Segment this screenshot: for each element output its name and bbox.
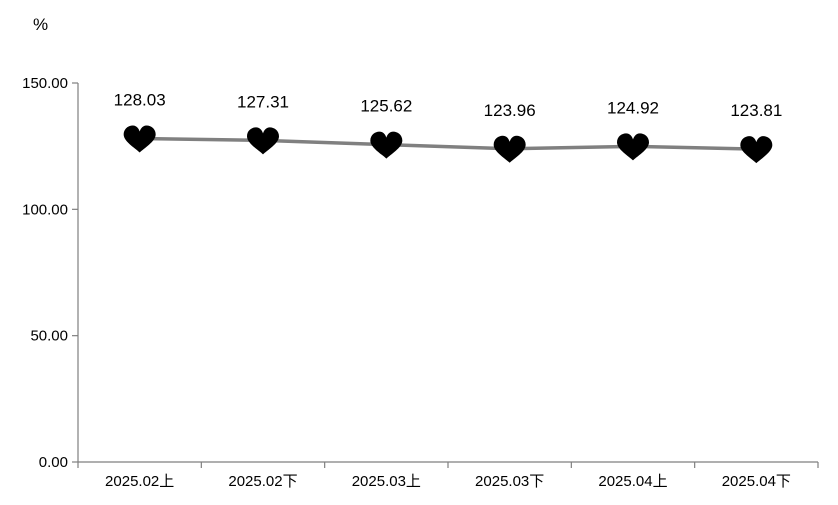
x-tick-label: 2025.04下 [722,473,791,490]
x-tick-label: 2025.03下 [475,473,544,490]
x-tick-label: 2025.02上 [105,473,174,490]
data-labels: 128.03 127.31 125.62 123.96 124.92 123.81 [114,91,783,121]
heart-icon [740,136,773,164]
x-tick-label: 2025.04上 [598,473,667,490]
x-tick-labels: 2025.02上 2025.02下 2025.03上 2025.03下 2025.04上… [77,462,819,490]
y-tick-label: 100.00 [22,201,68,218]
series-polyline [139,136,757,151]
series-line [139,136,757,151]
y-tick-labels: 0.00 50.00 100.00 150.00 [22,75,78,471]
heart-icon [247,127,279,155]
x-tick-label: 2025.03上 [352,473,421,490]
y-tick-label: 50.00 [30,328,68,345]
heart-icon [123,125,156,153]
data-label: 124.92 [607,98,659,117]
y-tick-label: 150.00 [22,75,68,92]
data-label: 125.62 [360,97,412,116]
data-label: 123.96 [484,101,536,120]
y-unit-label: % [33,15,48,34]
data-label: 128.03 [114,91,166,110]
series-markers [123,125,773,164]
data-label: 127.31 [237,92,289,111]
heart-icon [493,135,526,163]
data-label: 123.81 [730,101,782,120]
x-tick-label: 2025.02下 [228,473,297,490]
heart-icon [617,133,649,161]
heart-icon [370,131,403,159]
y-tick-label: 0.00 [39,454,68,471]
